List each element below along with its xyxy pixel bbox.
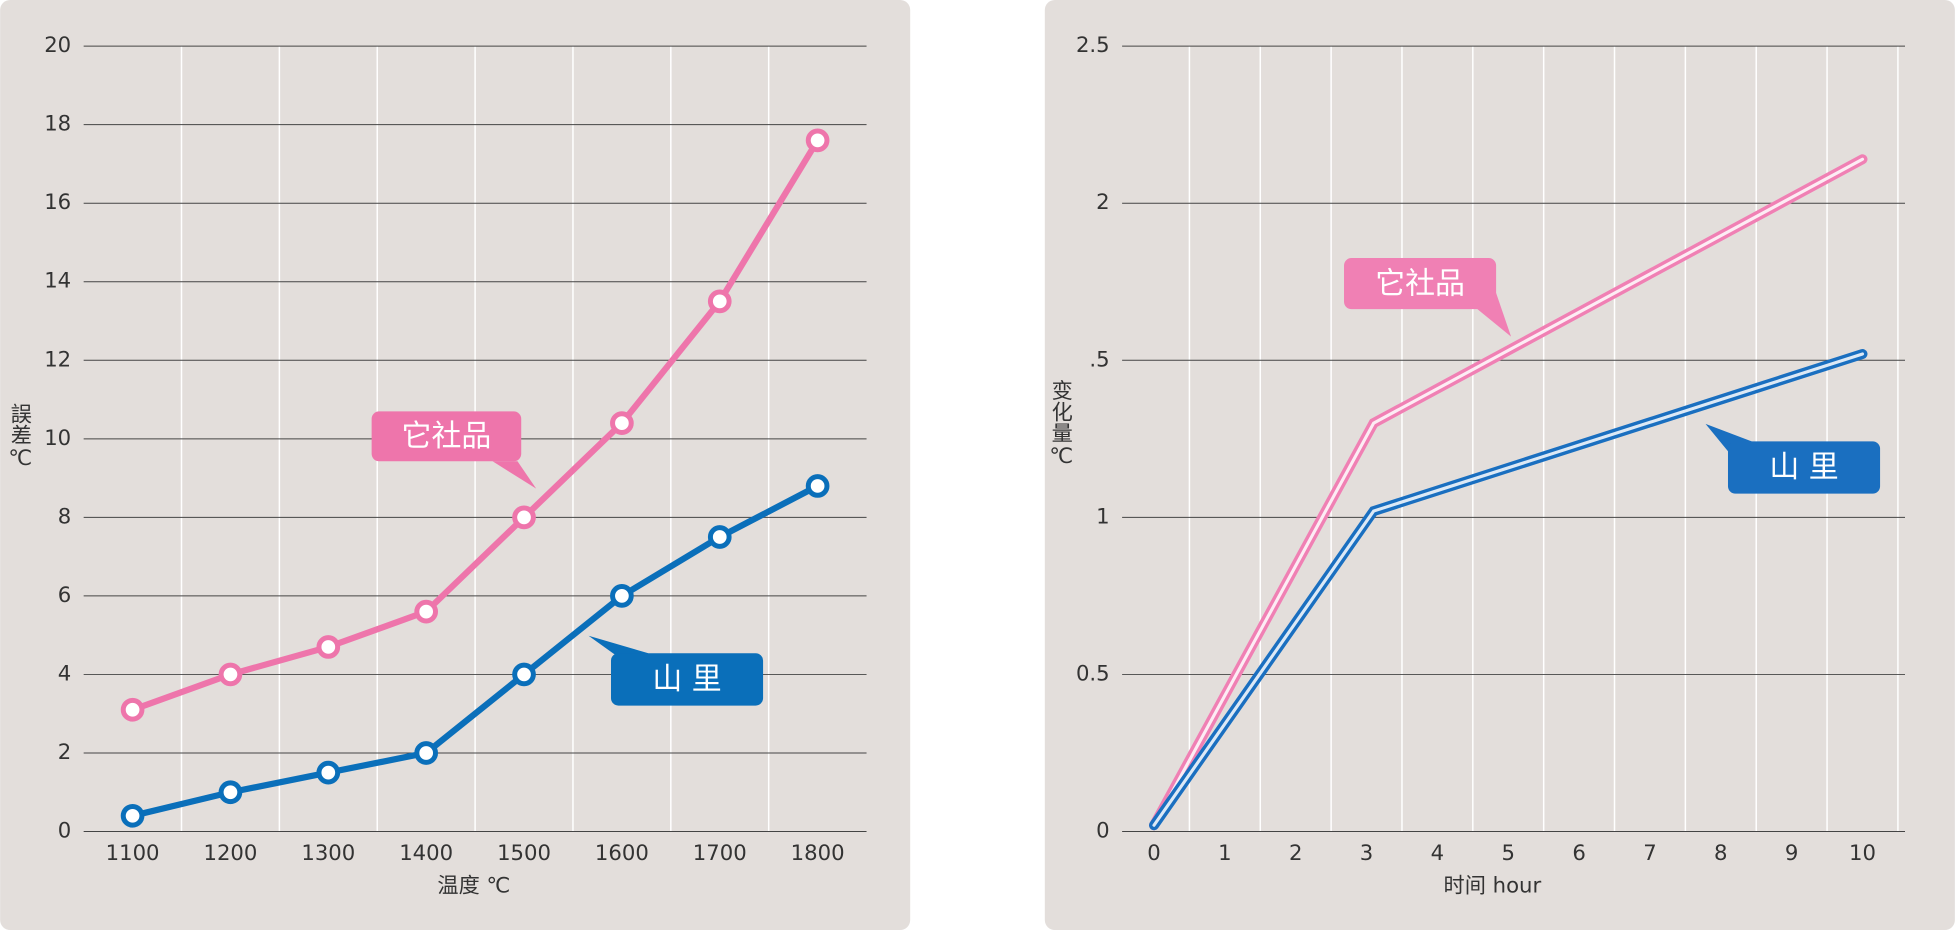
x-tick-label: 1100 <box>106 840 160 865</box>
point <box>414 599 439 624</box>
series-line-highlight <box>1152 157 1865 827</box>
y-tick-label: 1 <box>1096 503 1109 528</box>
point <box>414 741 439 765</box>
callout-tail <box>492 461 537 489</box>
callout-box <box>1727 441 1881 494</box>
y-tick-label: 2 <box>1096 189 1109 214</box>
x-axis-label: 时间 hour <box>1444 872 1542 897</box>
y-axis-label: 变化量℃ <box>1049 379 1074 468</box>
y-tick-label: 6 <box>58 582 71 607</box>
point <box>707 525 732 549</box>
point <box>707 289 732 314</box>
y-tick-label: .5 <box>1089 346 1109 371</box>
x-tick-label: 1200 <box>203 840 257 865</box>
callout-box <box>610 653 764 706</box>
x-tick-label: 7 <box>1643 840 1656 865</box>
legend-label: 它社品 <box>402 419 492 454</box>
series-line-highlight <box>1152 352 1865 827</box>
y-tick-label: 2 <box>58 739 71 764</box>
x-tick-label: 1500 <box>497 840 551 865</box>
point <box>610 584 634 608</box>
x-axis-label: 温度 ℃ <box>437 872 510 897</box>
point <box>512 662 536 687</box>
point <box>316 635 341 659</box>
y-tick-label: 0.5 <box>1076 660 1110 685</box>
x-tick-label: 4 <box>1431 840 1444 865</box>
point <box>512 505 536 530</box>
panel <box>0 0 911 930</box>
x-tick-label: 6 <box>1572 840 1585 865</box>
series-line <box>131 138 821 713</box>
callout-box <box>1344 258 1497 310</box>
y-tick-label: 8 <box>58 503 71 528</box>
x-tick-label: 3 <box>1360 840 1373 865</box>
callout-box <box>371 411 522 462</box>
y-axis-label: 誤差℃ <box>8 402 33 470</box>
point <box>120 697 145 722</box>
y-tick-label: 16 <box>44 189 71 214</box>
x-tick-label: 2 <box>1289 840 1302 865</box>
y-tick-label: 0 <box>58 818 71 843</box>
y-tick-label: 2.5 <box>1076 32 1110 57</box>
x-tick-label: 1 <box>1218 840 1231 865</box>
point <box>316 760 341 785</box>
point <box>805 474 830 498</box>
y-tick-label: 0 <box>1096 818 1109 843</box>
y-tick-label: 12 <box>44 346 71 371</box>
point <box>218 662 243 687</box>
series-line <box>131 483 820 819</box>
x-tick-label: 5 <box>1502 840 1515 865</box>
x-tick-label: 0 <box>1147 840 1160 865</box>
point <box>120 803 145 828</box>
x-tick-label: 9 <box>1785 840 1798 865</box>
legend-label: 山 里 <box>1769 450 1838 485</box>
x-tick-label: 1300 <box>301 840 355 865</box>
point <box>218 780 243 805</box>
x-tick-label: 10 <box>1849 840 1876 865</box>
y-tick-label: 18 <box>44 111 71 136</box>
y-tick-label: 4 <box>58 660 71 685</box>
legend-label: 山 里 <box>652 662 721 697</box>
y-tick-label: 20 <box>44 32 71 57</box>
y-tick-label: 10 <box>44 425 71 450</box>
point <box>805 128 830 153</box>
legend-label: 它社品 <box>1375 266 1465 301</box>
x-tick-label: 8 <box>1714 840 1727 865</box>
x-tick-label: 1800 <box>791 840 845 865</box>
y-tick-label: 14 <box>44 268 71 293</box>
x-tick-label: 1700 <box>693 840 747 865</box>
x-tick-label: 1400 <box>399 840 453 865</box>
x-tick-label: 1600 <box>595 840 649 865</box>
point <box>610 411 634 435</box>
